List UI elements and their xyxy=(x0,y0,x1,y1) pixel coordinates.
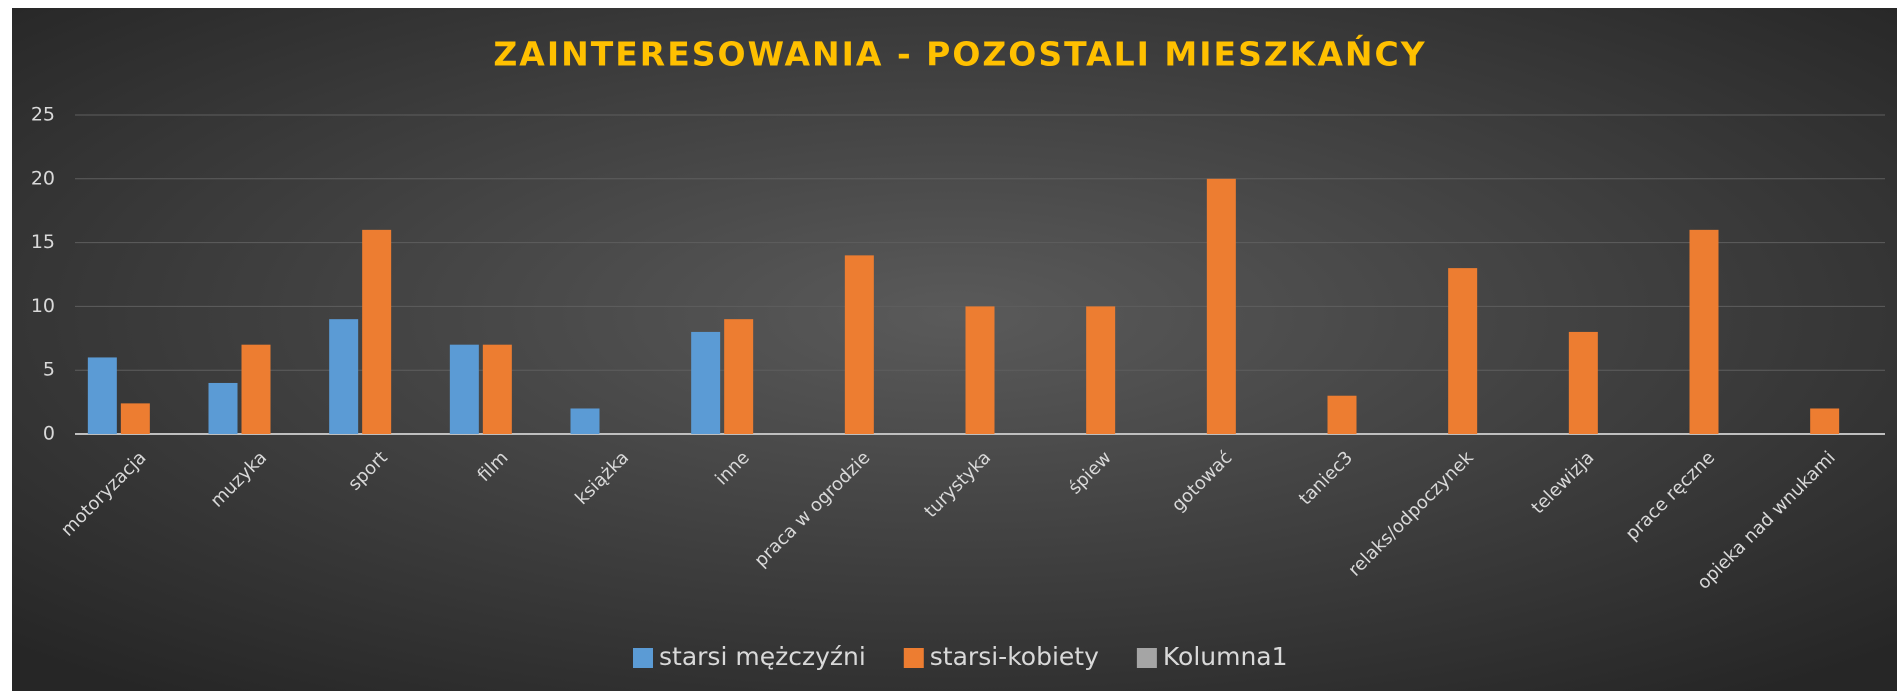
bar xyxy=(1327,395,1357,434)
legend-label: Kolumna1 xyxy=(1163,642,1288,671)
bar xyxy=(965,306,995,434)
bar xyxy=(87,357,117,434)
bar xyxy=(449,344,479,434)
bar xyxy=(329,319,359,434)
bar xyxy=(1689,229,1719,434)
bar xyxy=(1810,408,1840,434)
bar xyxy=(482,344,512,434)
y-tick-label: 0 xyxy=(43,423,55,445)
bar xyxy=(362,229,392,434)
y-tick-label: 10 xyxy=(31,295,55,317)
y-tick-label: 5 xyxy=(43,359,55,381)
bar xyxy=(1086,306,1116,434)
legend-swatch xyxy=(633,648,653,668)
y-tick-label: 20 xyxy=(31,167,55,189)
legend-swatch xyxy=(1136,648,1157,668)
bar xyxy=(844,255,874,434)
legend-label: starsi-kobiety xyxy=(930,642,1099,671)
bar xyxy=(570,408,600,434)
legend-swatch xyxy=(903,648,924,668)
bar xyxy=(724,319,754,434)
y-tick-label: 15 xyxy=(31,231,55,253)
chart-background xyxy=(12,8,1897,691)
y-tick-label: 25 xyxy=(31,104,55,126)
bar xyxy=(1206,178,1236,434)
bar xyxy=(241,344,271,434)
chart-title: ZAINTERESOWANIA - POZOSTALI MIESZKAŃCY xyxy=(493,34,1426,74)
bar xyxy=(1448,268,1478,434)
bar xyxy=(208,382,238,434)
legend-label: starsi mężczyźni xyxy=(659,642,866,671)
bar xyxy=(120,403,150,434)
bar xyxy=(1568,331,1598,434)
bar xyxy=(691,331,721,434)
